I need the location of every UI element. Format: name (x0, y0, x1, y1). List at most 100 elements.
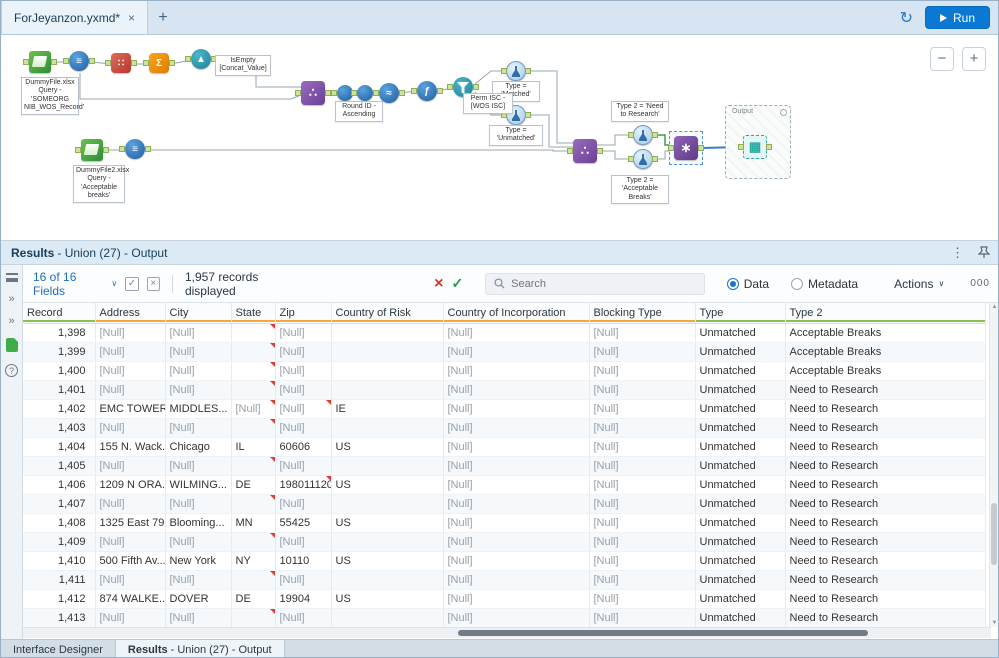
cell-city[interactable]: WILMING... (165, 475, 232, 495)
cell-incorp[interactable]: [Null] (443, 475, 590, 495)
cell-risk[interactable] (331, 361, 444, 381)
cell-type2[interactable]: Need to Research (785, 475, 986, 495)
cell-type[interactable]: Unmatched (695, 361, 786, 381)
cell-address[interactable]: [Null] (95, 418, 166, 438)
cell-blocking[interactable]: [Null] (589, 494, 696, 514)
cell-record[interactable]: 1,401 (23, 380, 96, 400)
cell-type2[interactable]: Acceptable Breaks (785, 342, 986, 362)
select-fields-icon[interactable]: ✓ (125, 276, 139, 291)
workflow-canvas[interactable]: ≡ ∷ Σ ▲ ∴ ≈ ƒ ∴ ∗ Output ▦ ≡ DummyFile.x… (1, 35, 998, 241)
in-db-tool-icon[interactable]: ≡ (119, 139, 151, 159)
test-tool-unmatched-icon[interactable] (501, 105, 531, 125)
cell-record[interactable]: 1,412 (23, 589, 96, 609)
test-tool-matched-icon[interactable] (501, 61, 531, 81)
cell-address[interactable]: 155 N. Wack... (95, 437, 166, 457)
cell-state[interactable] (231, 608, 276, 628)
cell-state[interactable] (231, 342, 276, 362)
filter-tool-icon[interactable] (447, 77, 479, 97)
metadata-list-icon[interactable] (5, 273, 18, 282)
cell-address[interactable]: 500 Fifth Av... (95, 551, 166, 571)
cell-blocking[interactable]: [Null] (589, 589, 696, 609)
pin-icon[interactable] (978, 246, 990, 259)
cell-type[interactable]: Unmatched (695, 437, 786, 457)
cell-risk[interactable] (331, 418, 444, 438)
cell-type2[interactable]: Acceptable Breaks (785, 323, 986, 343)
cell-state[interactable] (231, 532, 276, 552)
sort-tool-icon[interactable]: ▲ (185, 49, 217, 69)
cell-risk[interactable] (331, 532, 444, 552)
cell-state[interactable] (231, 456, 276, 476)
cell-city[interactable]: MIDDLES... (165, 399, 232, 419)
cell-blocking[interactable]: [Null] (589, 342, 696, 362)
cell-incorp[interactable]: [Null] (443, 608, 590, 628)
cell-zip[interactable]: [Null] (275, 532, 332, 552)
column-header-type[interactable]: Type (695, 303, 786, 324)
cell-blocking[interactable]: [Null] (589, 551, 696, 571)
cell-type2[interactable]: Need to Research (785, 380, 986, 400)
cell-incorp[interactable]: [Null] (443, 551, 590, 571)
data-cleansing-tool-icon[interactable]: ∷ (105, 53, 137, 73)
cell-city[interactable]: [Null] (165, 418, 232, 438)
cell-address[interactable]: [Null] (95, 456, 166, 476)
cell-type[interactable]: Unmatched (695, 418, 786, 438)
cell-address[interactable]: [Null] (95, 380, 166, 400)
table-row[interactable]: 1,400 [Null] [Null] [Null] [Null] [Null] Unmat… (23, 361, 986, 381)
cell-record[interactable]: 1,404 (23, 437, 96, 457)
cell-city[interactable]: [Null] (165, 608, 232, 628)
table-row[interactable]: 1,407 [Null] [Null] [Null] [Null] [Null] Unmat… (23, 494, 986, 514)
cell-address[interactable]: [Null] (95, 494, 166, 514)
input-data-tool-icon[interactable] (23, 51, 57, 73)
cell-blocking[interactable]: [Null] (589, 323, 696, 343)
metadata-radio[interactable]: Metadata (791, 277, 858, 291)
cell-blocking[interactable]: [Null] (589, 570, 696, 590)
cell-risk[interactable]: IE (331, 399, 444, 419)
cell-type2[interactable]: Need to Research (785, 437, 986, 457)
column-header-city[interactable]: City (165, 303, 232, 324)
cell-city[interactable]: Blooming... (165, 513, 232, 533)
tab-results[interactable]: Results - Union (27) - Output (115, 640, 285, 657)
cell-incorp[interactable]: [Null] (443, 323, 590, 343)
cell-risk[interactable]: US (331, 589, 444, 609)
help-icon[interactable]: ? (5, 364, 18, 377)
cell-risk[interactable]: US (331, 513, 444, 533)
cell-incorp[interactable]: [Null] (443, 570, 590, 590)
cell-type2[interactable]: Need to Research (785, 399, 986, 419)
cell-address[interactable]: [Null] (95, 361, 166, 381)
test-tool-acceptable-icon[interactable] (628, 149, 658, 169)
cell-state[interactable]: DE (231, 589, 276, 609)
cell-zip[interactable]: [Null] (275, 570, 332, 590)
cell-zip[interactable]: 198011120 (275, 475, 332, 495)
cell-address[interactable]: [Null] (95, 570, 166, 590)
horizontal-scrollbar[interactable] (23, 627, 991, 638)
search-input[interactable] (511, 277, 692, 290)
cell-city[interactable]: [Null] (165, 570, 232, 590)
cell-incorp[interactable]: [Null] (443, 380, 590, 400)
formula-tool-icon[interactable]: ƒ (411, 81, 443, 101)
cell-risk[interactable] (331, 342, 444, 362)
cell-zip[interactable]: 10110 (275, 551, 332, 571)
cell-city[interactable]: [Null] (165, 342, 232, 362)
cell-risk[interactable]: US (331, 551, 444, 571)
cell-zip[interactable]: [Null] (275, 608, 332, 628)
cell-type[interactable]: Unmatched (695, 589, 786, 609)
cell-state[interactable] (231, 570, 276, 590)
summarize-tool-icon[interactable]: Σ (143, 53, 175, 73)
cell-zip[interactable]: [Null] (275, 323, 332, 343)
cell-risk[interactable] (331, 494, 444, 514)
cell-type[interactable]: Unmatched (695, 475, 786, 495)
table-row[interactable]: 1,412 874 WALKE... DOVER DE 19904 US [Null] [Nu… (23, 589, 986, 609)
union-tool-icon[interactable] (351, 85, 379, 101)
cell-incorp[interactable]: [Null] (443, 418, 590, 438)
table-row[interactable]: 1,409 [Null] [Null] [Null] [Null] [Null] Unmat… (23, 532, 986, 552)
cell-type2[interactable]: Need to Research (785, 589, 986, 609)
cell-record[interactable]: 1,402 (23, 399, 96, 419)
column-header-risk[interactable]: Country of Risk (331, 303, 444, 324)
join-tool-2-icon[interactable]: ∴ (567, 139, 603, 163)
join-tool-icon[interactable]: ∴ (295, 81, 331, 105)
panel-menu-icon[interactable] (951, 245, 964, 261)
cell-zip[interactable]: 19904 (275, 589, 332, 609)
table-row[interactable]: 1,402 EMC TOWER, MIDDLES... [Null] [Null] IE[… (23, 399, 986, 419)
data-quality-error-icon[interactable]: × (434, 274, 444, 292)
cell-blocking[interactable]: [Null] (589, 437, 696, 457)
cell-type[interactable]: Unmatched (695, 342, 786, 362)
